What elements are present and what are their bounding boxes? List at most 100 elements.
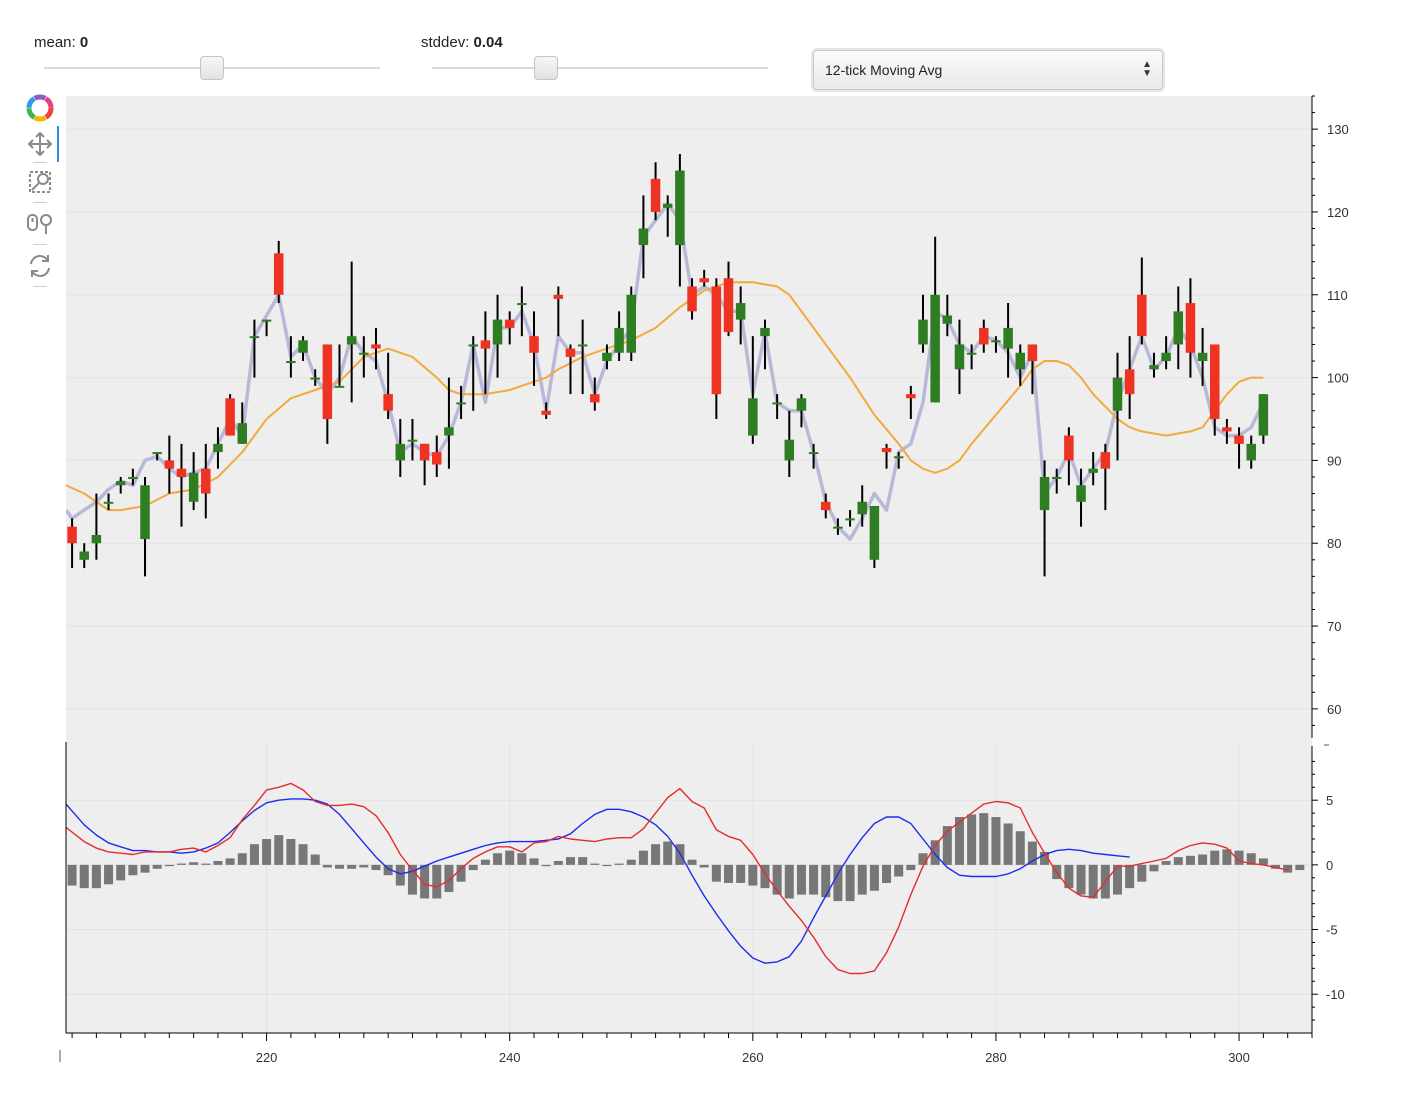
histogram-bar <box>91 864 101 889</box>
histogram-bar <box>578 857 588 865</box>
histogram-bar <box>699 864 709 868</box>
candle-body-up <box>213 443 223 453</box>
candle-body-up <box>930 294 940 403</box>
histogram-bar <box>213 860 223 865</box>
x-tick-label: 220 <box>256 1050 278 1065</box>
candle-body-up <box>298 340 308 353</box>
y-tick-label: 70 <box>1327 619 1341 634</box>
candle-body-up <box>577 344 588 347</box>
histogram-bar <box>991 817 1001 865</box>
candle-body-up <box>675 170 685 246</box>
candle-body-up <box>152 452 162 455</box>
histogram-bar <box>420 864 430 899</box>
candle-body-up <box>286 361 296 364</box>
histogram-bar <box>1185 855 1195 865</box>
candle-body-up <box>1039 476 1050 511</box>
candle-body-down <box>371 344 381 349</box>
candle-body-up <box>1173 311 1184 345</box>
candle-body-up <box>918 319 928 345</box>
candle-body-up <box>334 385 345 388</box>
histogram-bar <box>809 864 819 895</box>
candle-body-up <box>1112 377 1123 411</box>
candle-body-up <box>115 481 126 486</box>
histogram-bar <box>967 814 977 865</box>
candle-body-down <box>432 452 442 465</box>
histogram-bar <box>1088 864 1098 899</box>
y-tick-label: 100 <box>1327 371 1349 386</box>
candle-body-up <box>140 485 150 540</box>
histogram-bar <box>651 844 661 865</box>
histogram-bar <box>164 864 174 867</box>
histogram-bar <box>541 864 551 867</box>
candle-body-down <box>1185 303 1196 353</box>
histogram-bar <box>407 864 417 895</box>
candle-body-up <box>602 352 612 362</box>
histogram-bar <box>590 863 600 865</box>
candle-body-up <box>346 336 357 345</box>
macd-plot[interactable] <box>66 742 1312 1033</box>
histogram-bar <box>493 853 503 865</box>
histogram-bar <box>310 854 320 865</box>
candle-body-up <box>261 319 272 322</box>
box-zoom-icon[interactable] <box>24 166 56 198</box>
histogram-bar <box>456 864 466 882</box>
candle-body-down <box>419 443 430 461</box>
y-tick-label: 120 <box>1327 205 1349 220</box>
histogram-bar <box>1283 864 1293 873</box>
candle-body-down <box>711 286 722 395</box>
histogram-bar <box>1198 854 1208 865</box>
candle-body-up <box>456 402 466 405</box>
candle-body-up <box>845 518 855 521</box>
candle-body-up <box>942 315 953 324</box>
candle-body-down <box>881 447 892 453</box>
candle-body-up <box>784 439 795 461</box>
candle-body-up <box>517 303 527 306</box>
stddev-slider-handle[interactable] <box>534 56 559 80</box>
histogram-bar <box>1246 853 1256 865</box>
candle-body-down <box>322 344 333 419</box>
histogram-bar <box>237 853 247 865</box>
moving-avg-select-value: 12-tick Moving Avg <box>825 62 943 78</box>
histogram-bar <box>128 864 138 876</box>
histogram-bar <box>140 864 150 873</box>
histogram-bar <box>748 864 758 886</box>
candlestick-plot[interactable] <box>66 96 1312 742</box>
pan-icon[interactable] <box>24 128 56 160</box>
histogram-bar <box>1125 864 1135 889</box>
histogram-bar <box>942 826 952 865</box>
candle-body-up <box>869 505 880 560</box>
histogram-bar <box>1137 864 1147 882</box>
bokeh-logo-icon[interactable] <box>24 92 56 124</box>
x-tick-label: 300 <box>1228 1050 1250 1065</box>
candle-body-down <box>225 398 235 436</box>
histogram-bar <box>845 864 855 902</box>
toolbar-separator <box>33 162 47 163</box>
histogram-bar <box>869 864 879 891</box>
candle-body-down <box>529 336 539 353</box>
candle-body-up <box>1258 394 1269 436</box>
mean-slider-widget: mean: 0 <box>34 34 380 80</box>
histogram-bar <box>638 850 648 865</box>
signal-line <box>66 798 1130 964</box>
wheel-zoom-icon[interactable] <box>24 208 56 240</box>
stddev-slider-track[interactable] <box>432 67 768 69</box>
histogram-bar <box>529 858 539 865</box>
moving-avg-select[interactable]: 12-tick Moving Avg ▲ ▼ <box>813 50 1163 90</box>
reset-icon[interactable] <box>24 250 56 282</box>
histogram-bar <box>1149 864 1159 872</box>
candle-body-up <box>359 352 369 355</box>
histogram-bar <box>1210 850 1220 865</box>
histogram-bar <box>79 864 89 889</box>
candle-body-up <box>893 456 904 459</box>
candle-body-up <box>808 452 819 455</box>
histogram-bar <box>505 850 515 865</box>
histogram-bar <box>444 864 454 893</box>
histogram-bar <box>286 839 296 865</box>
select-arrows-icon: ▲ ▼ <box>1142 59 1152 79</box>
mean-slider-handle[interactable] <box>200 56 224 80</box>
histogram-bar <box>663 841 673 865</box>
y-tick-label: 80 <box>1327 536 1341 551</box>
histogram-bar <box>116 864 126 881</box>
y-tick-label: 0 <box>1326 858 1333 873</box>
